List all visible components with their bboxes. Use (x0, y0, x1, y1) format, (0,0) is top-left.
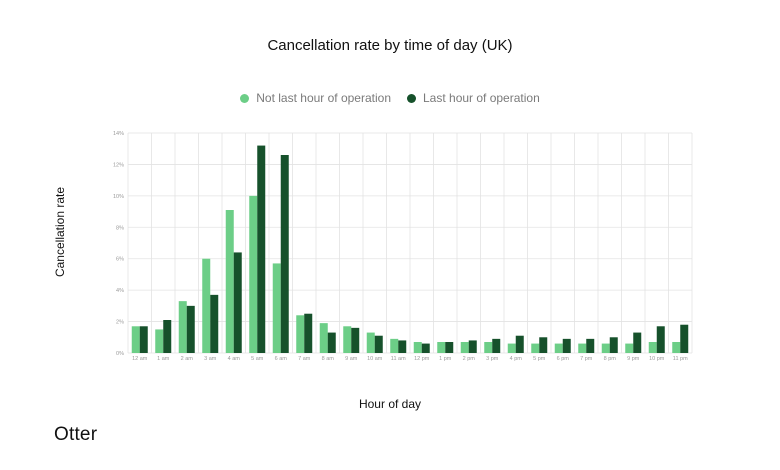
bar-last-hour (421, 343, 430, 353)
bar-not-last-hour (272, 263, 281, 353)
bar-not-last-hour (484, 342, 493, 353)
y-tick-label: 8% (116, 225, 124, 231)
chart-legend: Not last hour of operation Last hour of … (0, 91, 780, 105)
bar-not-last-hour (554, 343, 563, 353)
bar-not-last-hour (366, 332, 375, 353)
bar-not-last-hour (319, 323, 328, 353)
bar-last-hour (492, 338, 501, 353)
bar-not-last-hour (437, 342, 446, 353)
bar-last-hour (562, 338, 571, 353)
x-tick-label: 3 pm (486, 356, 499, 362)
bar-last-hour (186, 305, 195, 353)
x-tick-label: 5 am (251, 356, 264, 362)
chart-title: Cancellation rate by time of day (UK) (267, 37, 513, 54)
bar-not-last-hour (225, 210, 234, 353)
legend-label-not-last-hour: Not last hour of operation (256, 91, 391, 105)
x-tick-label: 8 pm (604, 356, 617, 362)
bar-not-last-hour (460, 342, 469, 353)
x-tick-label: 9 am (345, 356, 358, 362)
x-tick-label: 9 pm (627, 356, 640, 362)
legend-item-last-hour: Last hour of operation (407, 91, 540, 105)
legend-swatch-light (240, 93, 250, 103)
y-tick-label: 12% (113, 162, 124, 168)
x-tick-label: 7 am (298, 356, 311, 362)
x-tick-label: 10 pm (649, 356, 665, 362)
bar-not-last-hour (202, 258, 211, 353)
y-tick-label: 10% (113, 194, 124, 200)
x-tick-label: 6 am (275, 356, 288, 362)
y-tick-label: 0% (116, 351, 124, 357)
bar-not-last-hour (507, 343, 516, 353)
bar-not-last-hour (178, 301, 187, 353)
bar-last-hour (233, 252, 242, 353)
x-tick-label: 6 pm (557, 356, 570, 362)
bar-last-hour (609, 337, 618, 353)
legend-item-not-last-hour: Not last hour of operation (240, 91, 391, 105)
x-tick-label: 1 am (157, 356, 170, 362)
x-tick-label: 1 pm (439, 356, 452, 362)
legend-swatch-dark (407, 93, 416, 103)
x-tick-label: 11 am (391, 356, 406, 362)
bar-last-hour (280, 155, 289, 353)
bar-last-hour (327, 332, 336, 353)
bar-not-last-hour (390, 338, 399, 353)
x-tick-label: 3 am (204, 356, 217, 362)
bar-last-hour (398, 340, 407, 353)
bar-last-hour (656, 326, 665, 353)
x-tick-label: 11 pm (673, 356, 688, 362)
bar-not-last-hour (131, 326, 140, 353)
bar-last-hour (163, 320, 172, 353)
bar-last-hour (680, 324, 689, 353)
bar-not-last-hour (531, 343, 540, 353)
x-tick-label: 2 am (181, 356, 194, 362)
brand-logo: Otter (54, 424, 98, 445)
y-tick-label: 2% (116, 320, 124, 326)
bar-last-hour (351, 327, 360, 353)
bar-not-last-hour (648, 342, 657, 353)
x-tick-label: 7 pm (580, 356, 593, 362)
x-tick-label: 10 am (367, 356, 383, 362)
bar-last-hour (633, 332, 642, 353)
y-tick-label: 14% (113, 131, 124, 137)
bar-last-hour (445, 342, 454, 353)
bar-not-last-hour (296, 315, 305, 353)
bar-not-last-hour (578, 343, 587, 353)
legend-label-last-hour: Last hour of operation (423, 91, 540, 105)
bar-not-last-hour (601, 343, 610, 353)
x-tick-label: 12 am (132, 356, 148, 362)
bar-last-hour (539, 337, 548, 353)
x-tick-label: 12 pm (414, 356, 430, 362)
y-tick-label: 4% (116, 288, 124, 294)
bar-last-hour (257, 145, 266, 353)
bar-last-hour (210, 294, 219, 353)
bar-last-hour (515, 335, 524, 353)
bar-last-hour (374, 335, 383, 353)
x-tick-label: 4 pm (510, 356, 523, 362)
bar-not-last-hour (343, 326, 352, 353)
bar-not-last-hour (249, 195, 258, 353)
bar-not-last-hour (672, 342, 681, 353)
bar-last-hour (304, 313, 313, 353)
y-tick-label: 6% (116, 257, 124, 263)
bar-last-hour (139, 326, 148, 353)
bar-last-hour (468, 340, 477, 353)
bar-last-hour (586, 338, 595, 353)
x-tick-label: 5 pm (533, 356, 546, 362)
x-tick-label: 4 am (228, 356, 241, 362)
bar-not-last-hour (413, 342, 422, 353)
bar-not-last-hour (155, 329, 164, 353)
x-axis-label: Hour of day (358, 397, 422, 411)
x-tick-label: 2 pm (463, 356, 476, 362)
bar-not-last-hour (625, 343, 634, 353)
x-tick-label: 8 am (322, 356, 335, 362)
